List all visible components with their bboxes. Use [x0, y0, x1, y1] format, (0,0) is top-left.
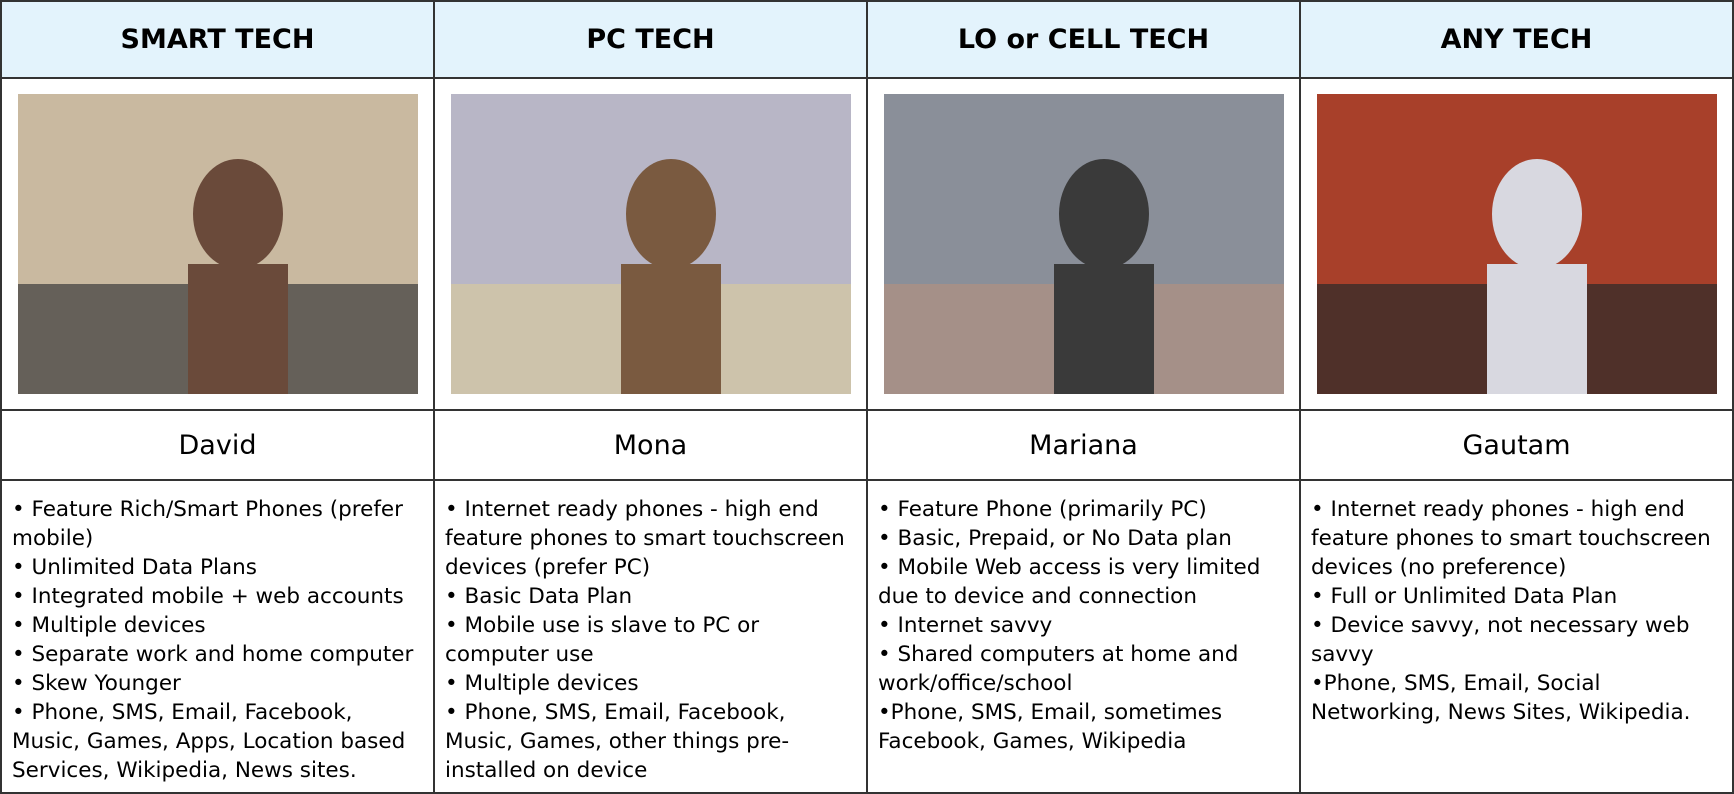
trait-item: • Internet ready phones - high end featu… [445, 497, 845, 580]
traits-cell: • Internet ready phones - high end featu… [433, 479, 868, 794]
persona-name-cell: Mona [433, 409, 868, 481]
trait-item: • Internet savvy [878, 613, 1053, 638]
photo [883, 94, 1284, 394]
header-text: PC TECH [586, 24, 715, 55]
trait-item: • Skew Younger [12, 671, 181, 696]
header-text: SMART TECH [120, 24, 315, 55]
persona-name-cell: Gautam [1299, 409, 1734, 481]
trait-item: • Integrated mobile + web accounts [12, 584, 404, 609]
persona-name: Mariana [1029, 429, 1138, 461]
trait-item: • Device savvy, not necessary web savvy [1311, 613, 1690, 667]
photo [17, 94, 418, 394]
trait-item: • Full or Unlimited Data Plan [1311, 584, 1618, 609]
persona-name: Mona [613, 429, 688, 461]
trait-item: • Shared computers at home and work/offi… [878, 642, 1239, 696]
trait-item: • Mobile use is slave to PC or computer … [445, 613, 760, 667]
trait-item: • Multiple devices [445, 671, 639, 696]
persona-name-cell: David [0, 409, 435, 481]
trait-item: • Phone, SMS, Email, Facebook, Music, Ga… [12, 700, 406, 783]
trait-item: • Phone, SMS, Email, Facebook, Music, Ga… [445, 700, 790, 783]
persona-name: David [178, 429, 257, 461]
trait-item: • Internet ready phones - high end featu… [1311, 497, 1711, 580]
persona-name-cell: Mariana [866, 409, 1301, 481]
photo-cell [866, 77, 1301, 411]
trait-item: • Basic, Prepaid, or No Data plan [878, 526, 1232, 551]
trait-item: • Mobile Web access is very limited due … [878, 555, 1261, 609]
photo [450, 94, 851, 394]
persona-name: Gautam [1462, 429, 1571, 461]
trait-item: • Separate work and home computer [12, 642, 414, 667]
column-header: ANY TECH [1299, 0, 1734, 79]
header-text: ANY TECH [1440, 24, 1593, 55]
trait-item: • Multiple devices [12, 613, 206, 638]
trait-item: • Feature Phone (primarily PC) [878, 497, 1207, 522]
photo-cell [433, 77, 868, 411]
trait-item: •Phone, SMS, Email, sometimes Facebook, … [878, 700, 1223, 754]
trait-item: • Feature Rich/Smart Phones (prefer mobi… [12, 497, 403, 551]
trait-item: • Basic Data Plan [445, 584, 633, 609]
column-header: LO or CELL TECH [866, 0, 1301, 79]
column-header: PC TECH [433, 0, 868, 79]
header-text: LO or CELL TECH [957, 24, 1210, 55]
traits-cell: • Internet ready phones - high end featu… [1299, 479, 1734, 794]
column-header: SMART TECH [0, 0, 435, 79]
photo [1316, 94, 1717, 394]
traits-cell: • Feature Rich/Smart Phones (prefer mobi… [0, 479, 435, 794]
photo-cell [1299, 77, 1734, 411]
traits-cell: • Feature Phone (primarily PC) • Basic, P… [866, 479, 1301, 794]
trait-item: •Phone, SMS, Email, Social Networking, N… [1311, 671, 1691, 725]
photo-cell [0, 77, 435, 411]
trait-item: • Unlimited Data Plans [12, 555, 257, 580]
